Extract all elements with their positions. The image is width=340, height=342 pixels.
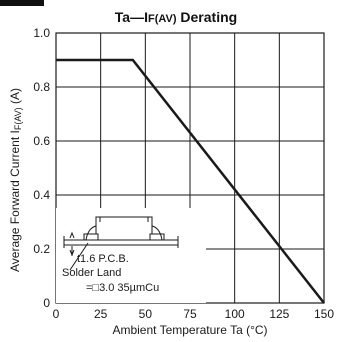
y-tick-label: 0.6	[33, 134, 50, 148]
land-left	[83, 233, 99, 241]
y-axis-title: Average Forward Current IF(AV) (A)	[8, 88, 23, 272]
x-tick-label: 150	[314, 307, 334, 321]
thickness-arrow-top	[69, 231, 75, 239]
inset-land-spec: =□3.0 35µmCu	[86, 282, 159, 294]
x-tick-label: 0	[53, 307, 60, 321]
solder-left	[85, 225, 97, 241]
x-tick-label: 75	[183, 307, 197, 321]
inset-land-label: Solder Land	[62, 267, 121, 279]
thickness-arrow-bottom	[69, 249, 75, 257]
x-tick-label: 125	[269, 307, 289, 321]
header-tab	[0, 0, 44, 6]
inset-diagram	[63, 216, 179, 271]
x-tick-label: 100	[225, 307, 245, 321]
derating-curve	[56, 58, 325, 304]
y-tick-label: 1.0	[33, 26, 50, 40]
x-axis-ticks: 0 25 50 75 100 125 150	[53, 307, 335, 321]
inset-background	[56, 208, 206, 303]
solder-right	[151, 225, 163, 241]
y-tick-label: 0.4	[33, 188, 50, 202]
x-tick-label: 25	[94, 307, 108, 321]
land-leader-line	[69, 242, 89, 271]
inset-board-label: t1.6 P.C.B.	[77, 253, 129, 265]
y-tick-label: 0.8	[33, 80, 50, 94]
chart-title: Ta—IF(AV) Derating	[115, 9, 237, 25]
x-axis-title: Ambient Temperature Ta (°C)	[112, 323, 267, 337]
y-tick-label: 0.2	[33, 242, 50, 256]
y-axis-ticks: 0 0.2 0.4 0.6 0.8 1.0	[33, 26, 50, 310]
y-tick-label: 0	[43, 296, 50, 310]
land-right	[149, 233, 165, 241]
x-tick-label: 50	[139, 307, 153, 321]
